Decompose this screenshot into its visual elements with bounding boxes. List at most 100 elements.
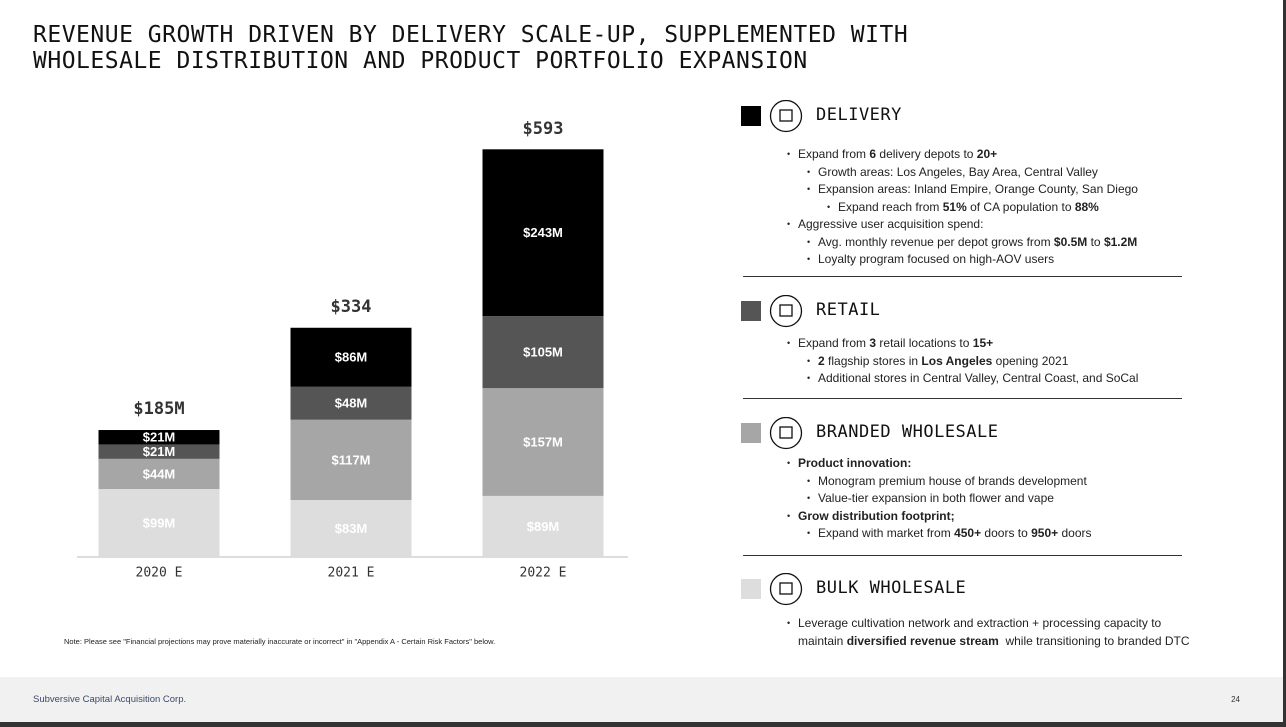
bullet-text: opening 2021: [992, 353, 1069, 368]
bar-segment: [482, 388, 604, 496]
icon: [769, 295, 803, 328]
bullet-text: Expansion areas: Inland Empire, Orange C…: [818, 182, 1138, 196]
bullet-list: Leverage cultivation network and extract…: [787, 615, 1198, 650]
bullet-bold: 20+: [976, 147, 998, 161]
bullet-list: Product innovation: Monogram premium hous…: [787, 455, 1198, 543]
bullet-text: doors: [1058, 526, 1092, 540]
value-label: $117M: [331, 452, 370, 467]
note: Note: Please see "Financial projections …: [64, 637, 496, 646]
bullet-text: Expand reach from: [838, 199, 943, 214]
bullet-text: Value-tier expansion in both flower and …: [818, 491, 1054, 505]
panel: BRANDED WHOLESALE Product innovation: Mono…: [741, 417, 1211, 542]
value-label: $83M: [335, 521, 368, 536]
bullet-text: Expand from: [798, 147, 870, 161]
value-label: $105M: [523, 345, 563, 360]
value-label: $243M: [523, 225, 563, 240]
bullet-text: delivery depots to: [876, 147, 977, 161]
slide-title: REVENUE GROWTH DRIVEN BY DELIVERY SCALE-…: [33, 22, 908, 74]
panel-heading: BRANDED WHOLESALE: [816, 422, 999, 442]
bullet-text: to: [1087, 234, 1104, 249]
panel-head: DELIVERY: [741, 100, 1211, 133]
value-label: $89M: [527, 519, 560, 534]
bar-segment: [482, 495, 604, 557]
bullet-bold: $1.2M: [1103, 234, 1138, 249]
bullet-bold: 88%: [1074, 199, 1099, 214]
icon: [769, 573, 803, 606]
bar-segment: [98, 444, 220, 459]
panel-heading: DELIVERY: [816, 105, 902, 125]
frame: [0, 722, 1286, 727]
icon: [769, 417, 803, 450]
total-label: $185M: [133, 399, 184, 419]
bullet-text: retail locations to: [876, 336, 973, 350]
bullet-list: Expand from 3 retail locations to 15+2 f…: [787, 335, 1198, 388]
bar-segment: [290, 386, 412, 420]
panel-head: BRANDED WHOLESALE: [741, 417, 1211, 450]
bar-segment: [290, 327, 412, 387]
bar-segment: [290, 500, 412, 557]
value-label: $86M: [335, 350, 368, 365]
value-label: $21M: [143, 444, 176, 459]
bullet-list: Expand from 6 delivery depots to 20+Grow…: [787, 146, 1198, 269]
frame: [1283, 0, 1286, 727]
bullet-bold: $0.5M: [1053, 234, 1088, 249]
bullet-bold: Product innovation:: [798, 456, 912, 470]
value-label: $44M: [143, 466, 176, 481]
bullet-bold: 3: [869, 336, 877, 350]
legend-swatch: [741, 106, 761, 126]
bullet-text: Expand from: [798, 336, 870, 350]
bullet-text: Monogram premium house of brands develop…: [818, 473, 1087, 488]
bullet: Leverage cultivation network and extract…: [787, 615, 1198, 650]
bullet: Value-tier expansion in both flower and …: [807, 490, 1198, 508]
icon: [769, 100, 803, 133]
bullet: Avg. monthly revenue per depot grows fro…: [807, 234, 1198, 252]
chart: $99M $44M $21M$21M $185M 2020 E $83M $117M $48M…: [77, 119, 628, 581]
bullet: Aggressive user acquisition spend:: [787, 216, 1198, 234]
bullet-bold: 15+: [972, 336, 994, 350]
bullet: Grow distribution footprint;: [787, 508, 1198, 526]
page-number: 24: [1231, 695, 1240, 704]
bullet-text: flagship stores in: [824, 353, 922, 368]
bullet: Expand with market from 450+ doors to 95…: [807, 525, 1198, 543]
total-label: $593: [523, 119, 564, 139]
bar-segment: [290, 419, 412, 501]
separator: [743, 276, 1182, 277]
separator: [743, 555, 1182, 556]
bullet: Additional stores in Central Valley, Cen…: [807, 370, 1198, 388]
panel-heading: RETAIL: [816, 300, 881, 320]
bullet: Expand reach from 51% of CA population t…: [827, 199, 1198, 217]
bullet-bold: 2: [818, 353, 825, 368]
bar-segment: [98, 430, 220, 445]
bullet: Monogram premium house of brands develop…: [807, 473, 1198, 491]
legend-swatch: [741, 423, 761, 443]
value-label: $99M: [143, 515, 176, 530]
bullet-bold: 950+: [1031, 526, 1059, 540]
footer: Subversive Capital Acquisition Corp. 24: [0, 677, 1283, 722]
panel-head: RETAIL: [741, 295, 1211, 328]
bullet: Loyalty program focused on high-AOV user…: [807, 251, 1198, 269]
bullet-text: of CA population to: [966, 199, 1075, 214]
title-line: REVENUE GROWTH DRIVEN BY DELIVERY SCALE-…: [33, 22, 909, 48]
bullet-text: while transitioning to branded DTC: [998, 633, 1190, 648]
legend-swatch: [741, 579, 761, 599]
bullet-bold: diversified revenue stream: [846, 633, 999, 648]
value-label: $48M: [335, 396, 368, 411]
bullet: Product innovation:: [787, 455, 1198, 473]
panel: RETAIL Expand from 3 retail locations to …: [741, 295, 1211, 387]
bullet-text: Loyalty program focused on high-AOV user…: [818, 252, 1055, 266]
title-line: WHOLESALE DISTRIBUTION AND PRODUCT PORTF…: [33, 48, 808, 74]
bullet-bold: 450+: [954, 526, 982, 540]
panel: DELIVERY Expand from 6 delivery depots to…: [741, 100, 1211, 268]
bullet-text: Leverage cultivation network and extract…: [798, 616, 1165, 648]
bullet-text: Expand with market from: [818, 526, 955, 540]
bar-segment: [482, 316, 604, 389]
value-label: $157M: [523, 434, 563, 449]
bar-segment: [98, 489, 220, 557]
bullet: Expand from 3 retail locations to 15+: [787, 335, 1198, 353]
bullet-text: Growth areas: Los Angeles, Bay Area, Cen…: [818, 164, 1098, 179]
panel: BULK WHOLESALE Leverage cultivation netwo…: [741, 573, 1211, 648]
bullet: Growth areas: Los Angeles, Bay Area, Cen…: [807, 164, 1198, 182]
bullet: Expand from 6 delivery depots to 20+: [787, 146, 1198, 164]
bullet: 2 flagship stores in Los Angeles opening…: [807, 353, 1198, 371]
panel-head: BULK WHOLESALE: [741, 573, 1211, 606]
